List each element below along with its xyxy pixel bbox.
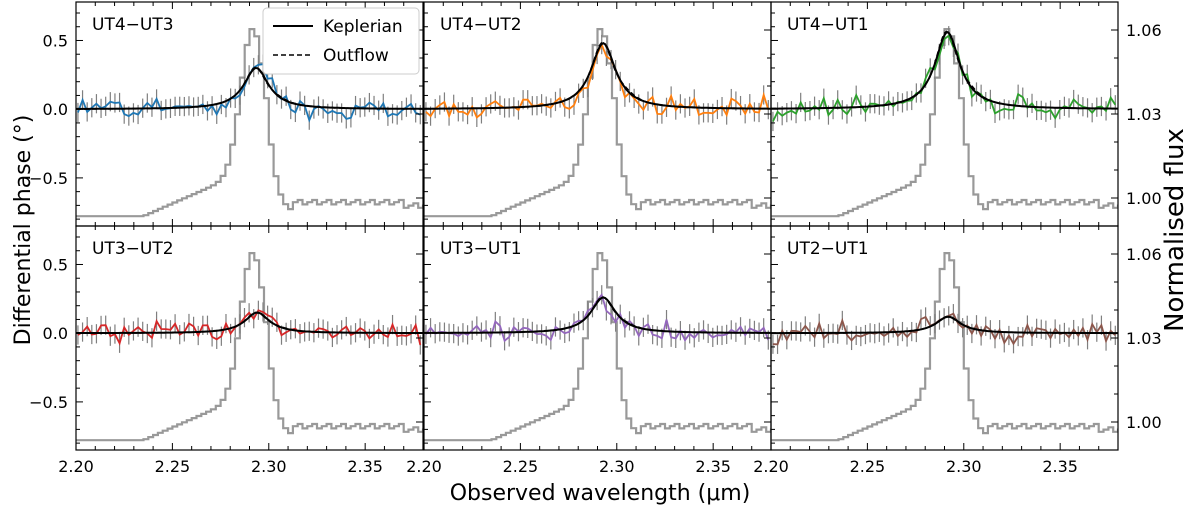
panel-ut3-ut1: UT3−UT1 2.20 2.25 2.30 2.35 (406, 225, 772, 476)
plot-area (771, 252, 1118, 442)
flux-spectrum-line (424, 252, 771, 442)
panel-label: UT4−UT2 (440, 15, 522, 35)
plot-area (76, 252, 423, 442)
x-tick-label: 2.30 (946, 457, 982, 476)
panel-ut4-ut1: UT4−UT1 1.06 1.03 1.00 (770, 1, 1162, 227)
y-tick-label-flux: 1.00 (1126, 413, 1162, 432)
panel-label: UT2−UT1 (787, 239, 869, 259)
outflow-model-line (424, 41, 771, 110)
plot-area (76, 28, 423, 218)
y-tick-label-phase: 0.0 (43, 324, 68, 343)
legend-outflow-label: Outflow (323, 46, 389, 66)
x-tick-label: 2.25 (850, 457, 886, 476)
outflow-model-line (76, 311, 423, 334)
x-tick-label: 2.35 (1042, 457, 1078, 476)
phase-data-line (77, 309, 422, 346)
x-tick-label: 2.25 (155, 457, 191, 476)
panel-label: UT4−UT3 (92, 15, 174, 35)
panel-label: UT3−UT1 (440, 239, 522, 259)
outflow-model-line (771, 30, 1118, 110)
y-tick-label-phase: 0.5 (43, 31, 68, 50)
panel-ut4-ut3: UT4−UT3 0.5 0.0 −0.5 Keplerian Outflow (29, 1, 424, 227)
y-tick-label-phase: −0.5 (29, 393, 68, 412)
panels-layer: UT4−UT3 0.5 0.0 −0.5 Keplerian Outflow UT4−UT2… (29, 1, 1162, 476)
y-axis-label-left: Differential phase (°) (11, 115, 36, 346)
x-tick-label: 2.25 (503, 457, 539, 476)
y-tick-label-phase: −0.5 (29, 169, 68, 188)
outflow-model-line (424, 296, 771, 334)
panel-ut3-ut2: UT3−UT2 0.5 0.0 −0.5 2.20 2.25 2.30 2.35 (29, 225, 424, 476)
x-tick-label: 2.30 (599, 457, 635, 476)
x-tick-label: 2.20 (406, 457, 442, 476)
y-tick-label-phase: 0.0 (43, 100, 68, 119)
legend-keplerian-label: Keplerian (323, 17, 403, 37)
flux-spectrum-line (76, 252, 423, 442)
flux-spectrum-line (76, 28, 423, 218)
x-tick-label: 2.20 (58, 457, 94, 476)
y-tick-label-flux: 1.03 (1126, 105, 1162, 124)
y-axis-label-right: Normalised flux (1160, 128, 1190, 332)
y-tick-label-flux: 1.03 (1126, 329, 1162, 348)
legend: Keplerian Outflow (262, 7, 420, 75)
panel-label: UT3−UT2 (92, 239, 174, 259)
legend-box (262, 7, 420, 75)
plot-area (424, 28, 771, 218)
flux-spectrum-line (424, 28, 771, 218)
plot-area (424, 252, 771, 442)
x-tick-label: 2.20 (753, 457, 789, 476)
y-tick-label-flux: 1.06 (1126, 245, 1162, 264)
x-tick-label: 2.35 (347, 457, 383, 476)
keplerian-model-line (424, 42, 771, 110)
y-tick-label-phase: 0.5 (43, 255, 68, 274)
x-tick-label: 2.35 (695, 457, 731, 476)
flux-spectrum-line (771, 252, 1118, 442)
outflow-model-line (771, 315, 1118, 334)
phase-data-line (772, 34, 1117, 122)
panel-ut4-ut2: UT4−UT2 (423, 1, 772, 227)
outflow-model-line (76, 66, 423, 110)
y-tick-label-flux: 1.06 (1126, 21, 1162, 40)
plot-area (771, 26, 1118, 218)
y-tick-label-flux: 1.00 (1126, 189, 1162, 208)
panel-ut2-ut1: UT2−UT1 1.06 1.03 1.00 2.20 2.25 2.30 2.35 (753, 225, 1162, 476)
x-axis-label: Observed wavelength (μm) (450, 481, 751, 506)
x-tick-label: 2.30 (251, 457, 287, 476)
panel-label: UT4−UT1 (787, 15, 869, 35)
flux-spectrum-line (771, 28, 1118, 218)
